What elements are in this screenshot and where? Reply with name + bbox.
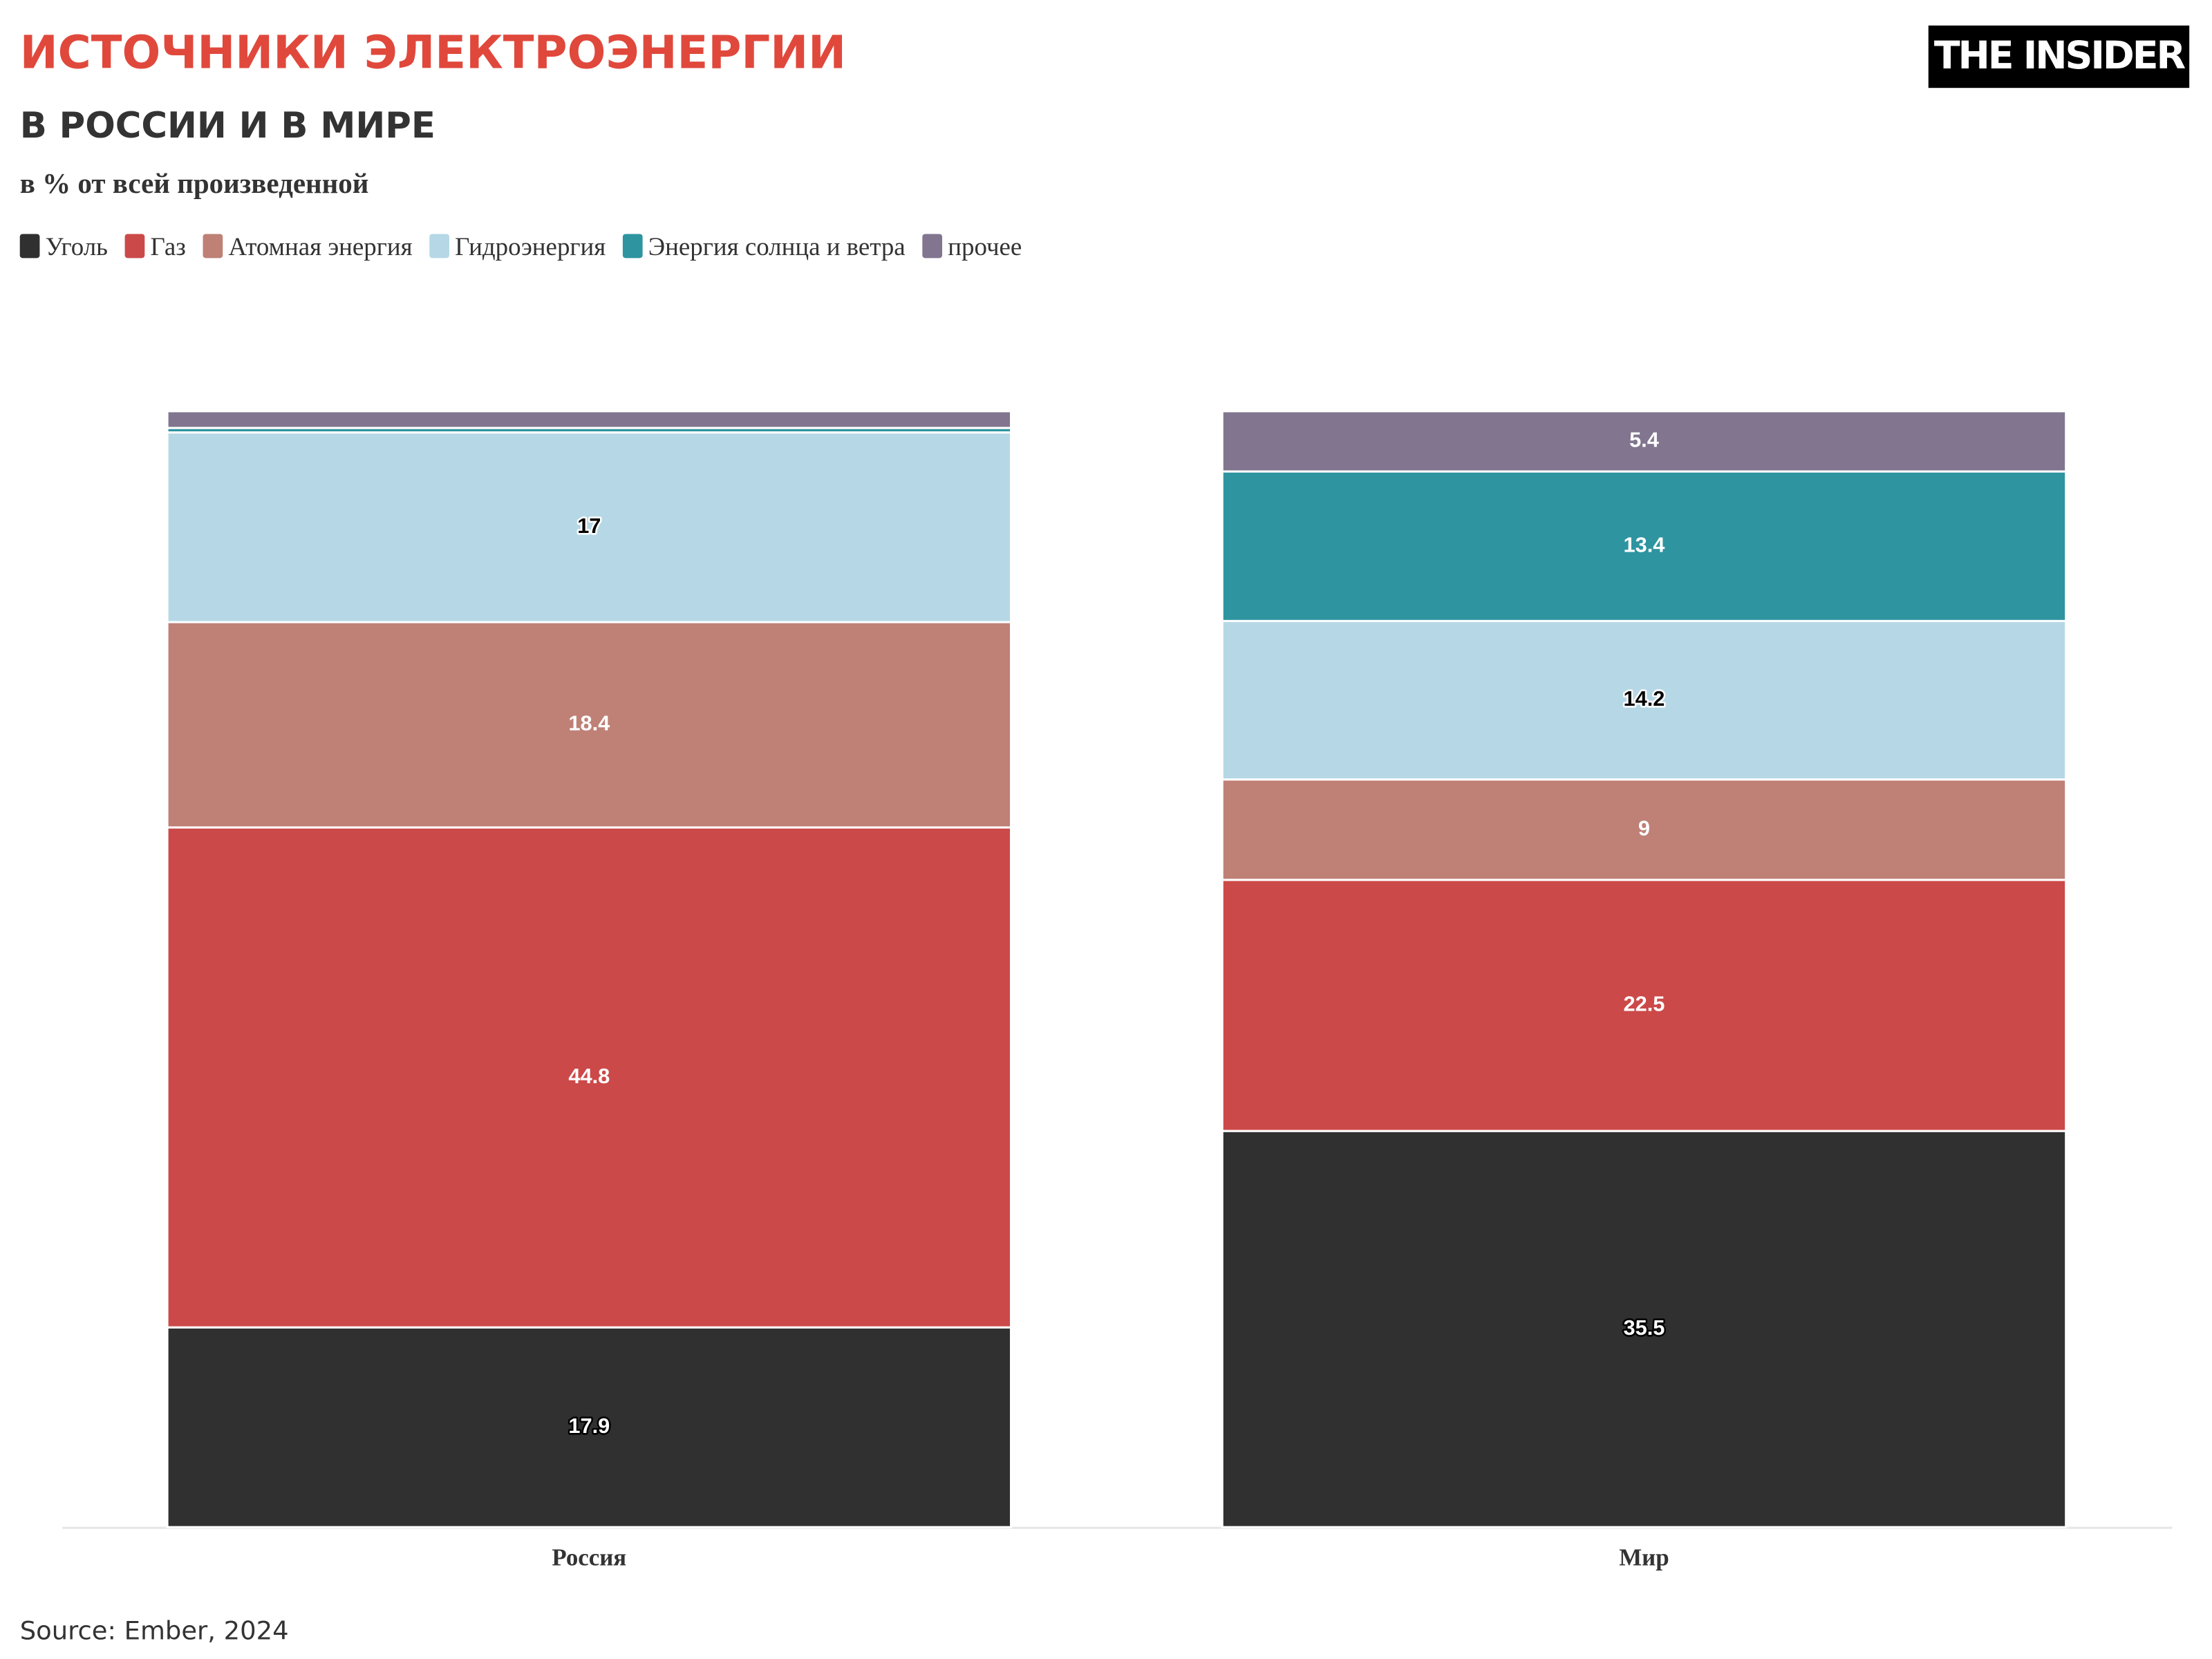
data-label: 14.2 <box>1624 686 1665 711</box>
legend-swatch <box>622 234 643 259</box>
data-label: 17 <box>577 514 601 538</box>
bar-segment <box>166 431 1013 624</box>
legend-label: Энергия солнца и ветра <box>648 232 906 261</box>
bar-segment <box>1221 1130 2068 1528</box>
bar-segment <box>166 410 1013 429</box>
legend-label: Гидроэнергия <box>455 232 606 261</box>
legend-swatch <box>922 234 943 259</box>
legend-swatch <box>124 234 145 259</box>
logo: THE INSIDER <box>1934 34 2186 78</box>
legend-label: прочее <box>948 232 1022 261</box>
legend-swatch <box>19 234 40 259</box>
source: Source: Ember, 2024 <box>20 1615 289 1645</box>
unit-note: в % от всей произведенной <box>20 167 369 199</box>
data-label: 18.4 <box>568 711 610 735</box>
legend: Уголь Газ Атомная энергия Гидроэнергия Энерг… <box>19 232 1022 261</box>
data-label: 5.4 <box>1629 428 1659 452</box>
bar-segment <box>166 1326 1013 1528</box>
data-label: 35.5 <box>1624 1315 1665 1340</box>
data-label: 44.8 <box>568 1064 610 1088</box>
legend-label: Уголь <box>46 232 108 261</box>
chart-subtitle: В РОССИИ И В МИРЕ <box>20 105 435 147</box>
legend-swatch <box>429 234 449 259</box>
chart-title: ИСТОЧНИКИ ЭЛЕКТРОЭНЕРГИИ <box>20 26 846 79</box>
x-tick-label: Мир <box>1619 1544 1669 1571</box>
legend-label: Атомная энергия <box>228 232 412 261</box>
data-label: 17.9 <box>568 1414 610 1438</box>
bar-segment <box>1221 470 2068 622</box>
bar-segment <box>166 826 1013 1329</box>
bar-segment <box>1221 778 2068 881</box>
x-tick-label: Россия <box>552 1544 626 1571</box>
legend-swatch <box>203 234 223 259</box>
data-label: 9 <box>1638 816 1650 840</box>
data-label: 13.4 <box>1624 532 1665 556</box>
legend-label: Газ <box>151 232 186 261</box>
bar-segment <box>166 621 1013 829</box>
bar-segment <box>1221 619 2068 781</box>
bar-segment <box>1221 410 2068 473</box>
logo-box <box>1928 25 2190 88</box>
data-label: 22.5 <box>1624 992 1665 1016</box>
bar-segment <box>1221 879 2068 1132</box>
